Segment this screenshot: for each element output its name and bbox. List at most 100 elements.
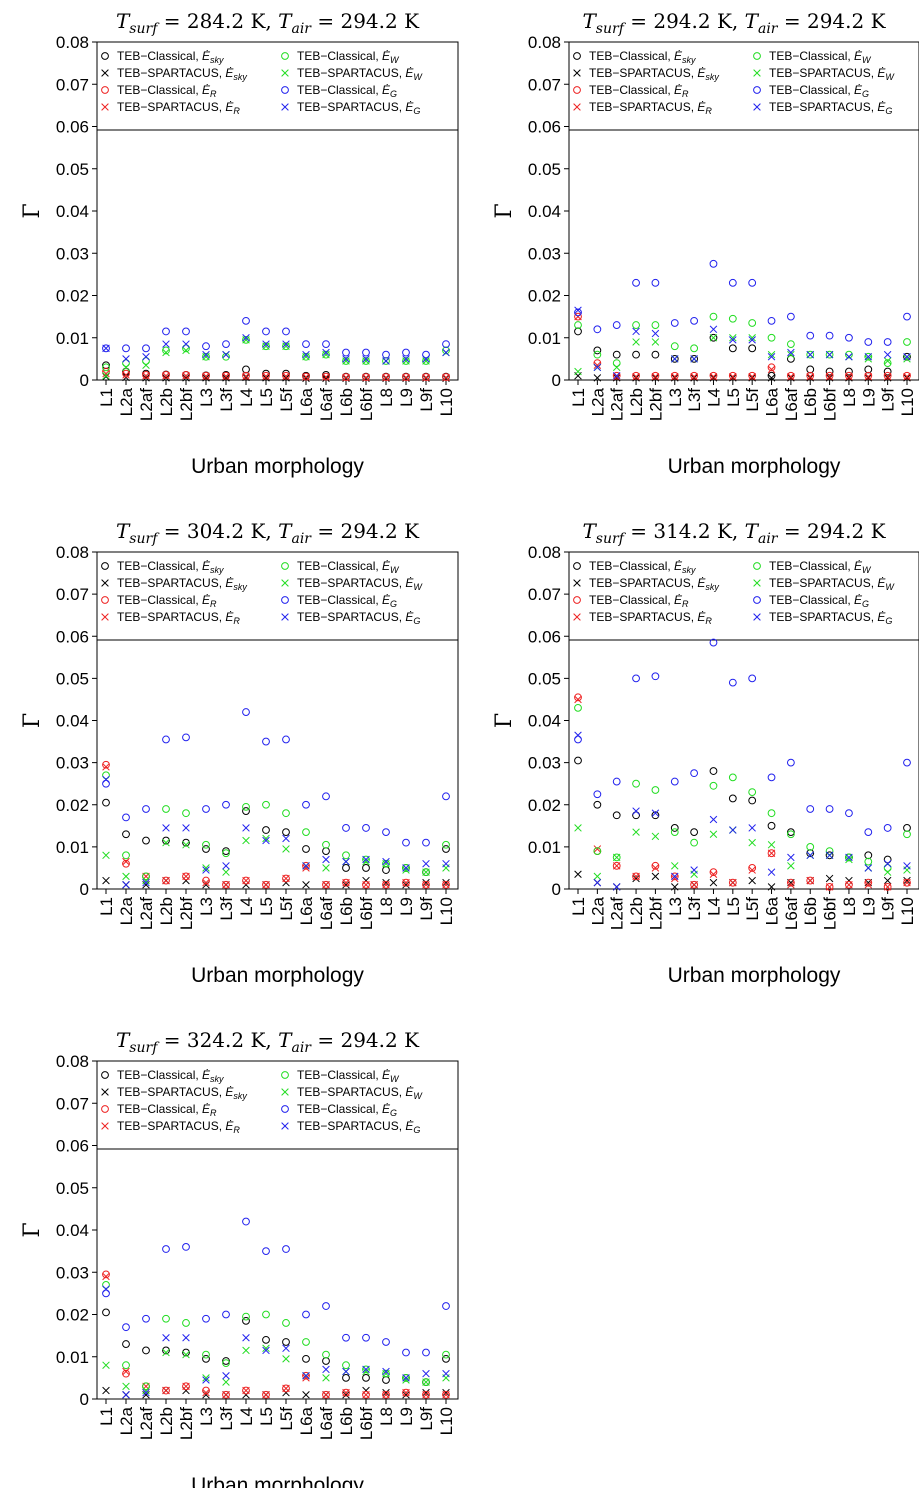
x-tick-label: L5f [743, 388, 762, 412]
data-point [102, 1308, 110, 1317]
data-point [748, 374, 756, 382]
legend-marker [281, 562, 289, 570]
data-point [883, 338, 892, 346]
data-point [342, 857, 350, 866]
data-point [302, 1371, 310, 1380]
data-point [122, 881, 130, 889]
data-point [748, 838, 756, 847]
data-point [322, 864, 330, 872]
data-point [102, 779, 110, 788]
data-point [632, 321, 640, 329]
data-point [202, 1314, 210, 1323]
legend-entry: TEB−SPARTACUS, ĖW [769, 66, 895, 82]
data-point [162, 876, 170, 885]
x-tick-label: L6a [763, 896, 782, 925]
data-point [382, 1376, 390, 1384]
data-point [574, 308, 582, 317]
data-point [302, 862, 310, 870]
data-point [342, 1388, 350, 1397]
data-point [748, 824, 756, 832]
data-point [690, 769, 699, 778]
data-point [632, 811, 640, 820]
y-axis-label: Γ [20, 1222, 45, 1237]
x-tick-label: L2b [157, 388, 176, 416]
data-point [182, 327, 190, 336]
data-point [122, 344, 130, 353]
data-point [767, 773, 776, 782]
data-point [302, 800, 310, 809]
data-point [362, 357, 370, 365]
data-point [632, 374, 640, 382]
data-point [903, 338, 911, 346]
data-point [322, 847, 330, 855]
data-point [442, 340, 450, 348]
legend-marker [101, 1088, 109, 1096]
data-point [242, 802, 250, 811]
data-point [202, 350, 210, 359]
data-point [342, 357, 350, 365]
data-point [322, 840, 330, 849]
data-point [122, 371, 130, 379]
data-point [222, 847, 230, 855]
data-point [282, 374, 290, 382]
data-point [845, 880, 853, 889]
data-point [242, 876, 250, 885]
data-point [593, 361, 602, 369]
data-point [162, 1245, 170, 1253]
data-point [322, 374, 330, 383]
x-tick-label: L5f [277, 897, 296, 921]
y-tick-label: 0.08 [56, 1052, 89, 1071]
data-point [442, 845, 450, 853]
y-tick-label: 0.07 [56, 1094, 89, 1113]
data-point [574, 321, 582, 329]
data-point [102, 369, 110, 378]
chart-title: Tsurf = 324.2 K, Tair = 294.2 K [116, 1028, 420, 1056]
data-point [382, 1338, 390, 1346]
x-axis-label: Urban morphology [668, 964, 841, 987]
data-point [162, 340, 170, 348]
x-tick-label: L5 [724, 897, 743, 916]
data-point [102, 372, 110, 380]
data-point [162, 876, 170, 885]
x-tick-label: L2bf [177, 897, 196, 930]
data-point [903, 824, 911, 832]
data-point [382, 857, 390, 866]
data-point [202, 878, 210, 887]
data-point [748, 333, 756, 342]
y-tick-label: 0.02 [56, 1306, 89, 1325]
x-tick-label: L6b [337, 1407, 356, 1435]
data-point [262, 826, 270, 834]
data-point [282, 371, 290, 380]
data-point [632, 278, 640, 287]
data-point [903, 374, 911, 382]
data-point [282, 874, 290, 883]
data-point [282, 369, 290, 378]
data-point [442, 1350, 450, 1359]
data-point [202, 1376, 210, 1384]
data-point [883, 367, 892, 376]
y-tick-label: 0.07 [56, 75, 89, 94]
data-point [671, 374, 679, 382]
data-point [302, 340, 310, 348]
data-point [612, 811, 621, 820]
y-tick-label: 0.03 [56, 754, 89, 773]
data-point [806, 876, 815, 885]
data-point [242, 336, 250, 344]
data-point [242, 1346, 250, 1355]
data-point [282, 340, 290, 348]
data-point [142, 1386, 150, 1395]
legend-entry: TEB−Classical, ĖW [769, 559, 872, 575]
data-point [342, 348, 350, 357]
data-point [182, 1333, 190, 1342]
data-point [574, 693, 582, 702]
x-axis-label: Urban morphology [668, 455, 841, 478]
x-tick-label: L6bf [357, 388, 376, 421]
legend-marker [281, 613, 289, 621]
legend-entry: TEB−SPARTACUS, ĖR [589, 610, 712, 626]
data-point [342, 881, 350, 889]
data-point [690, 344, 699, 353]
data-point [903, 312, 911, 321]
data-point [402, 878, 410, 887]
data-point [806, 365, 815, 374]
